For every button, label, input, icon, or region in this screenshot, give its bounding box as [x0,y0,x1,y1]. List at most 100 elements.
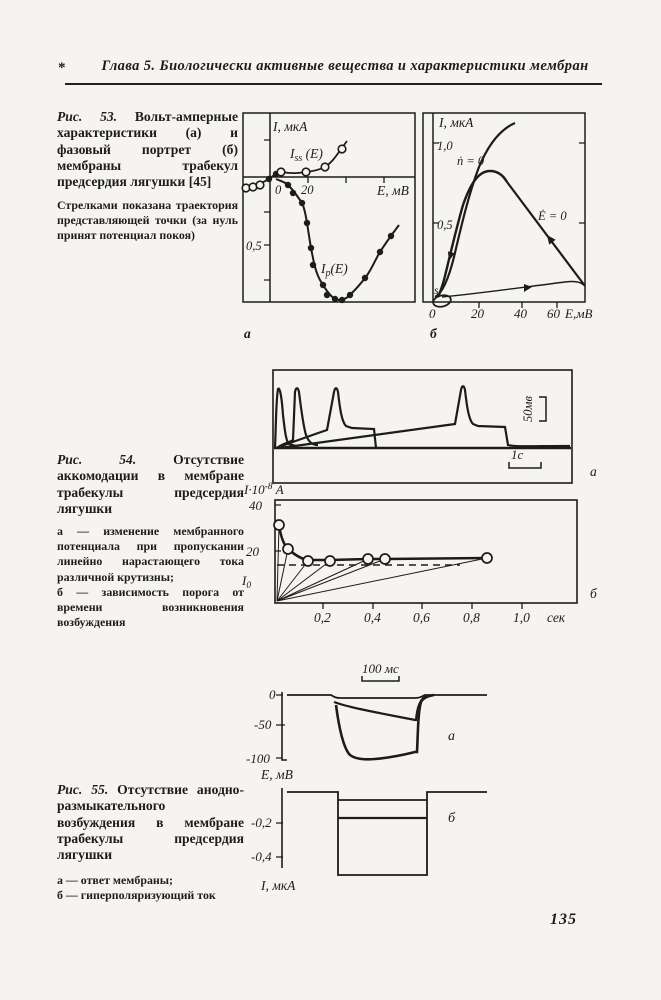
fig53b-xtick-20: 20 [471,306,485,321]
fig54-svg: 50мв 1с а I·10-8 А 40 20 [241,369,598,625]
fig53-panel-a: I, мкА Iss (E) 0 20 E, мВ 0,5 Ip(E) а [241,112,416,341]
fig54-caption-note-a: а — изменение мембранного потенциала при… [57,524,244,584]
fig53-figure: I, мкА Iss (E) 0 20 E, мВ 0,5 Ip(E) а [235,105,661,360]
fig54-panel-a: 50мв 1с а [272,369,597,484]
fig55a-y-axis [281,692,287,761]
fig54b-points [273,519,493,567]
fig54a-vscale-label: 50мв [521,396,535,422]
fig54b-xtick-04: 0,4 [364,610,381,625]
fig54b-tick-20: 20 [246,544,260,559]
fig53b-tick-05: 0,5 [437,218,453,232]
fig53b-panel-letter: б [430,326,438,341]
fig54-caption-note-b: б — зависимость порога от времени возник… [57,584,244,629]
fig54-caption-body: Отсутствие аккомодации в мембране трабек… [57,452,244,516]
fig53b-x-ticks [478,302,558,308]
fig54-caption: Рис. 54. Отсутствие аккомодации в мембра… [57,452,244,630]
fig53-caption: Рис. 53. Вольт-амперные характеристики (… [57,109,238,243]
fig53a-iss-points [241,144,347,193]
fig54b-y-axis-label: I·10-8 А [243,482,284,497]
fig53b-xtick-40: 40 [514,306,528,321]
fig55-svg: 100 мс 0 -50 -100 E, мВ а -0,2 -0,4 I, м… [246,661,487,893]
fig55-caption: Рис. 55. Отсутствие анодно-размыкательно… [57,782,244,903]
fig54a-trace-1 [273,387,297,449]
fig54b-fan-lines [276,524,488,602]
fig54a-hscale-bracket [508,462,542,469]
running-header-title: Глава 5. Биологически активные вещества … [101,58,589,74]
fig55a-tick-0: 0 [269,687,276,702]
fig53b-y-ticks [433,142,585,224]
fig55-panel-b: -0,2 -0,4 I, мкА б [251,788,487,893]
fig54a-hscale-label: 1с [511,447,524,462]
fig54a-trace-4 [279,385,571,450]
fig55a-scale-label: 100 мс [362,661,399,676]
fig54a-frame [272,369,573,484]
fig55b-axis-label: I, мкА [260,878,296,893]
fig54b-x-ticks [322,603,523,609]
fig55-caption-note-b: б — гиперполяризующий ток [57,887,216,902]
fig53a-ip-label: Ip(E) [320,261,348,279]
fig53b-x-axis-label: E,мВ [564,306,592,321]
fig54-panel-b: I·10-8 А 40 20 I0 0,2 0,4 0,6 0,8 1,0 се… [241,482,598,625]
fig53b-xtick-60: 60 [547,306,561,321]
fig53a-frame [242,112,416,303]
fig53b-nullcline-n-label: ṅ = 0 [457,154,485,168]
fig53b-arrows [447,235,556,292]
fig55b-y-ticks [276,822,283,858]
fig53a-panel-letter: а [244,326,251,341]
fig55b-tick-m02: -0,2 [251,815,272,830]
fig55a-y-ticks [276,694,285,759]
fig55a-axis-label: E, мВ [260,767,293,782]
fig54b-frame [274,499,578,604]
fig55-caption-body: Отсутствие анодно-размыкательного возбуж… [57,782,245,863]
fig53a-y-ticks [264,139,270,281]
fig54b-xtick-08: 0,8 [463,610,480,625]
fig53-svg: I, мкА Iss (E) 0 20 E, мВ 0,5 Ip(E) а [241,112,592,341]
fig54-figure: 50мв 1с а I·10-8 А 40 20 [235,355,661,635]
fig55a-trace-shallow [287,694,487,699]
header-rule [65,83,602,85]
fig54-caption-label: Рис. 54. [57,452,137,467]
fig54a-trace-2 [276,387,319,449]
fig53a-x-ticks [307,177,385,183]
fig55-caption-label: Рис. 55. [57,782,109,797]
fig53a-iss-label: Iss (E) [289,146,323,164]
fig55a-panel-letter: а [448,729,455,744]
fig53a-tick-20: 20 [301,183,314,197]
fig53-caption-note: Стрелками показана траектория представля… [57,197,238,242]
fig55a-scale-bracket [361,676,400,682]
fig54a-trace-3 [275,387,378,450]
fig53b-nullcline-n [434,121,516,298]
fig53-panel-b: I, мкА 1,0 ṅ = 0 0,5 Ė = 0 s 0 20 40 60 … [422,112,592,341]
fig53b-frame [422,112,586,303]
fig53b-arrow-down [447,251,455,261]
page-number: 135 [550,911,577,928]
fig53b-trajectory-bottom [441,280,586,298]
fig53b-origin-loop [432,294,452,308]
fig53b-s-label: s [434,285,439,297]
fig55-caption-note-a: а — ответ мембраны; [57,872,173,887]
fig55a-trace-medium [333,695,427,722]
fig54b-xtick-10: 1,0 [513,610,530,625]
fig53b-trajectory-descending [506,181,586,287]
fig55b-pulse-deep [287,791,487,876]
chapter-marker-icon: * [58,60,66,76]
fig55a-trace-deep [334,693,435,761]
fig53-caption-label: Рис. 53. [57,109,118,124]
fig54b-panel-letter: б [590,586,598,601]
fig54b-i0-label: I0 [241,573,251,591]
fig54b-xtick-02: 0,2 [314,610,331,625]
fig53a-tick-0: 0 [275,183,282,197]
fig53b-y-axis-label: I, мкА [438,115,474,130]
fig53a-ip-points [265,170,395,304]
fig53b-nullcline-e-label: Ė = 0 [537,209,567,223]
fig54b-tick-40: 40 [249,498,263,513]
fig54a-vscale-bracket [539,396,547,422]
fig55-figure: 100 мс 0 -50 -100 E, мВ а -0,2 -0,4 I, м… [235,640,661,910]
fig53a-x-axis-label: E, мВ [376,183,409,198]
fig55a-tick-m50: -50 [254,717,272,732]
fig55a-tick-m100: -100 [246,751,270,766]
fig53a-tick-05: 0,5 [246,239,262,253]
fig53b-xtick-0: 0 [429,306,436,321]
fig53b-arrow-right [524,284,532,292]
